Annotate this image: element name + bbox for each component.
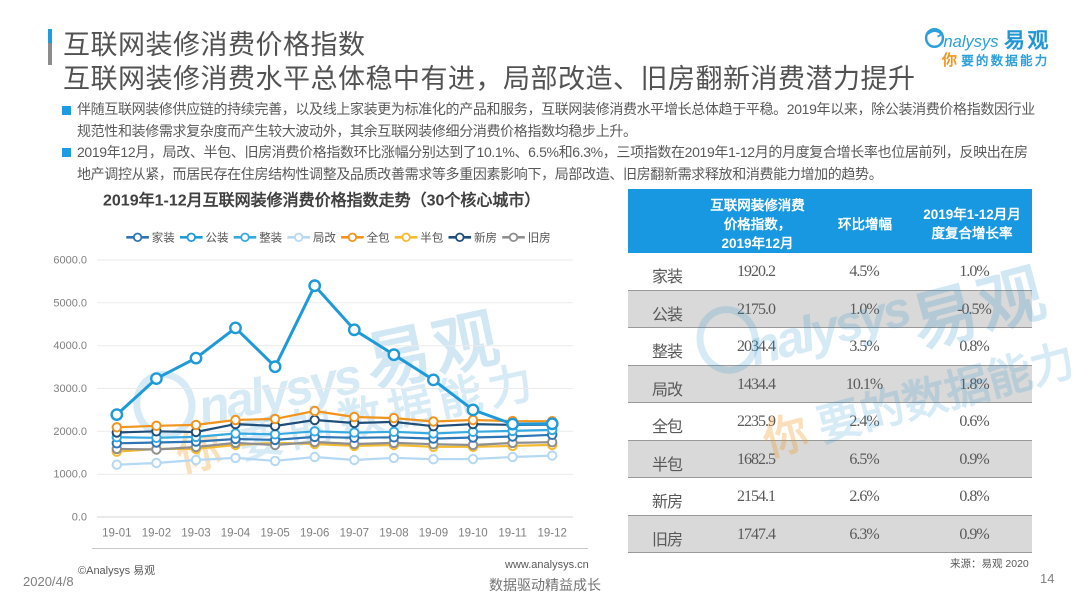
svg-text:nalysys: nalysys xyxy=(944,33,999,51)
svg-text:旧房: 旧房 xyxy=(528,232,551,245)
svg-text:19-03: 19-03 xyxy=(181,528,210,540)
svg-text:整装: 整装 xyxy=(259,231,282,245)
svg-text:19-06: 19-06 xyxy=(300,528,329,540)
svg-text:3000.0: 3000.0 xyxy=(53,383,87,395)
svg-text:19-01: 19-01 xyxy=(102,528,131,540)
svg-text:19-09: 19-09 xyxy=(419,528,448,540)
svg-text:6000.0: 6000.0 xyxy=(53,255,87,267)
svg-text:你要的数据能力: 你要的数据能力 xyxy=(941,51,1049,69)
svg-text:4000.0: 4000.0 xyxy=(53,340,87,352)
svg-text:19-02: 19-02 xyxy=(142,528,171,540)
svg-text:半包: 半包 xyxy=(420,231,443,245)
svg-text:2019年1-12月互联网装修消费价格指数走势（30个核心城: 2019年1-12月互联网装修消费价格指数走势（30个核心城市） xyxy=(103,191,540,210)
svg-text:19-08: 19-08 xyxy=(379,528,408,540)
svg-text:局改: 局改 xyxy=(313,231,336,245)
svg-text:5000.0: 5000.0 xyxy=(53,297,87,309)
svg-text:公装: 公装 xyxy=(206,232,229,245)
svg-text:2000.0: 2000.0 xyxy=(53,426,87,438)
svg-text:19-12: 19-12 xyxy=(537,528,566,540)
svg-text:19-07: 19-07 xyxy=(340,528,369,540)
svg-text:新房: 新房 xyxy=(474,231,497,245)
svg-text:1000.0: 1000.0 xyxy=(53,469,87,481)
svg-text:全包: 全包 xyxy=(367,231,390,245)
svg-text:0.0: 0.0 xyxy=(72,512,87,524)
svg-text:19-11: 19-11 xyxy=(498,528,527,540)
svg-text:19-10: 19-10 xyxy=(458,528,487,540)
svg-text:19-05: 19-05 xyxy=(260,528,289,540)
svg-text:19-04: 19-04 xyxy=(221,528,251,540)
svg-text:易观: 易观 xyxy=(1004,30,1051,53)
svg-text:家装: 家装 xyxy=(152,231,175,245)
